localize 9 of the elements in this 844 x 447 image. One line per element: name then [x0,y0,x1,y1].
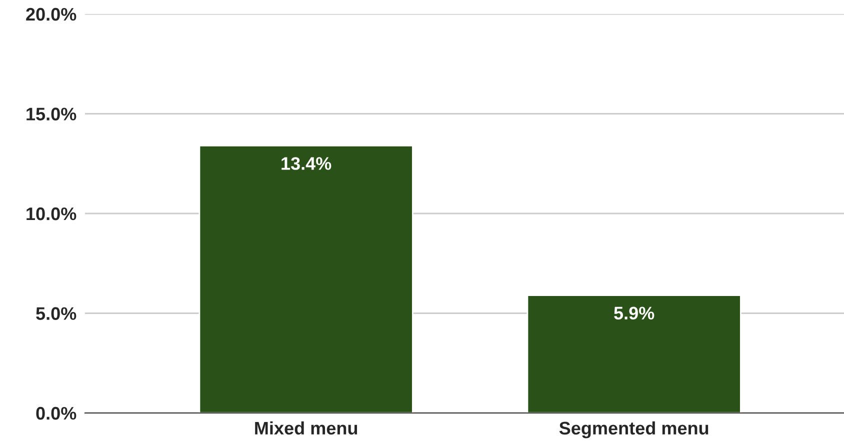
y-tick-label: 20.0% [26,8,76,21]
y-tick-label: 5.0% [36,307,76,320]
y-tick-label: 15.0% [26,108,76,120]
data-label: 5.9% [614,306,654,320]
y-tick-label: 10.0% [26,207,76,220]
data-label: 13.4% [282,157,332,170]
x-tick-label: Mixed menu [255,421,358,435]
y-tick-label: 0.0% [36,406,76,420]
x-tick-label: Segmented menu [559,421,708,438]
